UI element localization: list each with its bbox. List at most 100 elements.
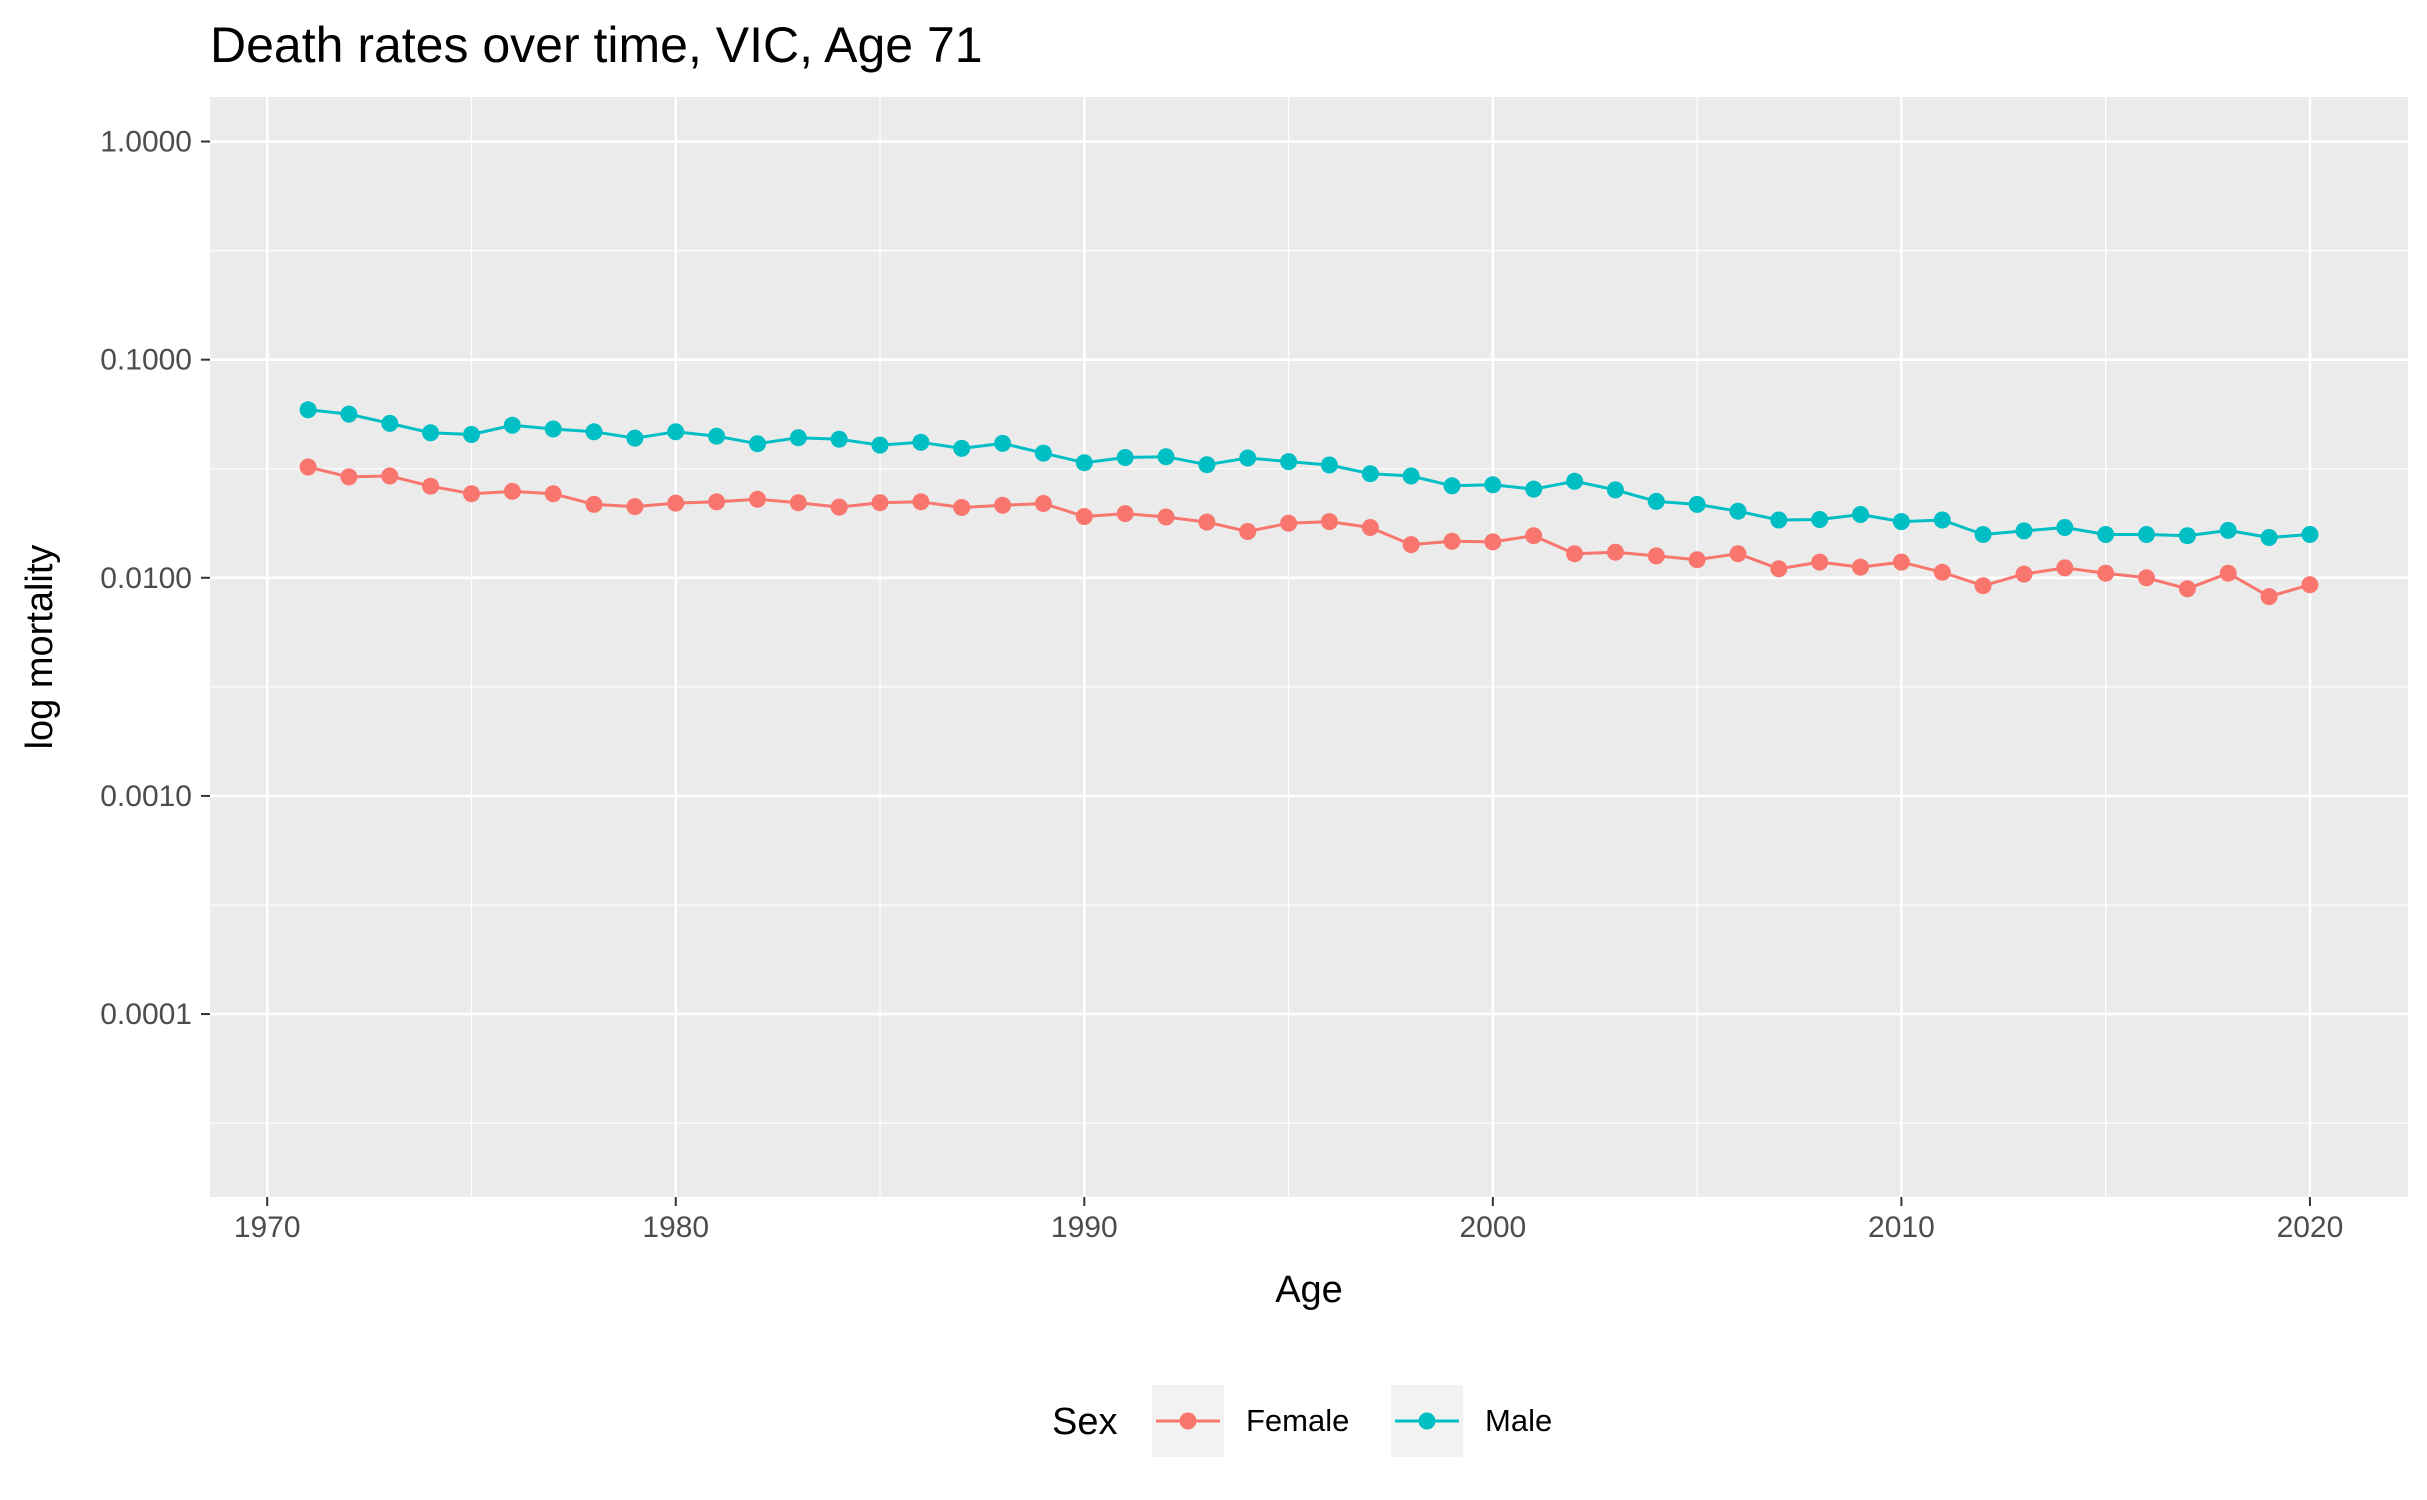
- point-male-1984: [830, 430, 848, 448]
- plot-panel: [210, 97, 2408, 1197]
- point-female-1997: [1361, 519, 1379, 536]
- point-male-1972: [340, 405, 358, 423]
- point-female-1988: [994, 496, 1012, 514]
- point-male-2020: [2301, 526, 2319, 543]
- x-tick-label: 1990: [1051, 1211, 1118, 1244]
- point-male-2004: [1647, 492, 1665, 510]
- point-male-1988: [994, 434, 1012, 452]
- y-axis-title: log mortality: [19, 545, 61, 750]
- point-female-2002: [1566, 545, 1584, 563]
- grid-major: [210, 97, 2408, 1197]
- point-male-1995: [1280, 453, 1298, 471]
- point-female-1999: [1443, 532, 1461, 550]
- point-female-1979: [626, 498, 644, 516]
- point-female-1976: [503, 482, 521, 500]
- point-female-1994: [1239, 523, 1257, 540]
- point-male-1979: [626, 429, 644, 447]
- point-female-1989: [1034, 495, 1052, 512]
- point-female-1995: [1280, 514, 1298, 532]
- point-male-1993: [1198, 456, 1216, 474]
- point-male-2018: [2219, 521, 2237, 539]
- point-female-1972: [340, 468, 358, 486]
- point-male-1987: [953, 439, 971, 457]
- x-axis: 1970 1980 1990 2000 2010 2020: [234, 1197, 2344, 1244]
- point-female-2011: [1933, 563, 1951, 581]
- point-male-2012: [1974, 526, 1992, 543]
- legend-title: Sex: [1052, 1401, 1117, 1443]
- point-male-2014: [2056, 519, 2074, 536]
- point-female-1974: [422, 477, 440, 495]
- point-male-1990: [1075, 454, 1093, 472]
- point-female-1977: [544, 485, 562, 503]
- point-male-2003: [1606, 481, 1624, 499]
- point-female-2014: [2056, 559, 2074, 577]
- point-female-1996: [1320, 513, 1338, 531]
- point-female-2013: [2015, 565, 2033, 583]
- point-male-2011: [1933, 511, 1951, 529]
- point-male-1997: [1361, 465, 1379, 483]
- point-male-2002: [1566, 472, 1584, 490]
- point-female-1985: [871, 494, 889, 512]
- point-female-2001: [1525, 527, 1543, 545]
- point-female-2018: [2219, 564, 2237, 582]
- point-female-1975: [463, 485, 480, 503]
- y-tick-label: 0.0100: [100, 562, 192, 595]
- legend: Sex Female Male: [1052, 1385, 1552, 1457]
- point-male-1998: [1402, 467, 1420, 485]
- y-axis: 0.0001 0.0010 0.0100 0.1000 1.0000: [100, 126, 210, 1031]
- legend-key-female-point: [1179, 1412, 1197, 1430]
- point-male-1973: [381, 414, 399, 432]
- point-female-1980: [667, 494, 685, 512]
- point-male-1982: [749, 435, 766, 453]
- legend-key-male-point: [1418, 1412, 1436, 1430]
- point-female-1991: [1116, 505, 1134, 523]
- point-female-1983: [789, 494, 807, 512]
- point-male-2019: [2260, 529, 2278, 546]
- point-male-1978: [585, 423, 603, 441]
- point-male-1977: [544, 420, 562, 438]
- point-male-2008: [1811, 511, 1829, 528]
- point-female-1978: [585, 495, 603, 513]
- series-layer: [299, 401, 2319, 606]
- point-male-1992: [1157, 448, 1175, 466]
- x-tick-label: 2010: [1868, 1211, 1935, 1244]
- point-female-2016: [2138, 569, 2155, 587]
- point-male-2005: [1688, 495, 1706, 513]
- point-male-1976: [503, 416, 521, 434]
- point-female-1982: [749, 490, 766, 508]
- point-male-2013: [2015, 522, 2033, 540]
- point-female-1986: [912, 493, 930, 511]
- point-male-2017: [2178, 527, 2196, 545]
- point-male-2007: [1770, 511, 1788, 529]
- point-female-2015: [2097, 564, 2115, 582]
- x-tick-label: 2000: [1459, 1211, 1526, 1244]
- x-tick-label: 2020: [2277, 1211, 2344, 1244]
- point-male-2015: [2097, 526, 2115, 543]
- y-tick-label: 1.0000: [100, 126, 192, 159]
- point-female-2003: [1606, 543, 1624, 561]
- point-male-1999: [1443, 477, 1461, 495]
- point-male-2001: [1525, 480, 1543, 498]
- point-female-1987: [953, 499, 971, 516]
- point-female-1990: [1075, 508, 1093, 525]
- point-female-2000: [1484, 533, 1502, 551]
- point-male-1989: [1034, 444, 1052, 462]
- point-female-1971: [299, 458, 317, 476]
- point-female-1984: [830, 498, 848, 516]
- y-tick-label: 0.1000: [100, 344, 192, 377]
- point-male-2016: [2138, 526, 2155, 543]
- point-male-2006: [1729, 502, 1747, 520]
- point-female-2009: [1852, 558, 1869, 576]
- point-male-2010: [1892, 513, 1910, 531]
- y-tick-label: 0.0001: [100, 998, 192, 1031]
- point-male-1980: [667, 423, 685, 441]
- point-male-2000: [1484, 476, 1502, 494]
- point-female-2012: [1974, 577, 1992, 595]
- point-female-1992: [1157, 508, 1175, 526]
- legend-label-male: Male: [1485, 1403, 1552, 1438]
- point-male-1994: [1239, 449, 1257, 467]
- point-female-1981: [708, 493, 726, 511]
- point-female-2020: [2301, 576, 2319, 594]
- point-female-2008: [1811, 553, 1829, 571]
